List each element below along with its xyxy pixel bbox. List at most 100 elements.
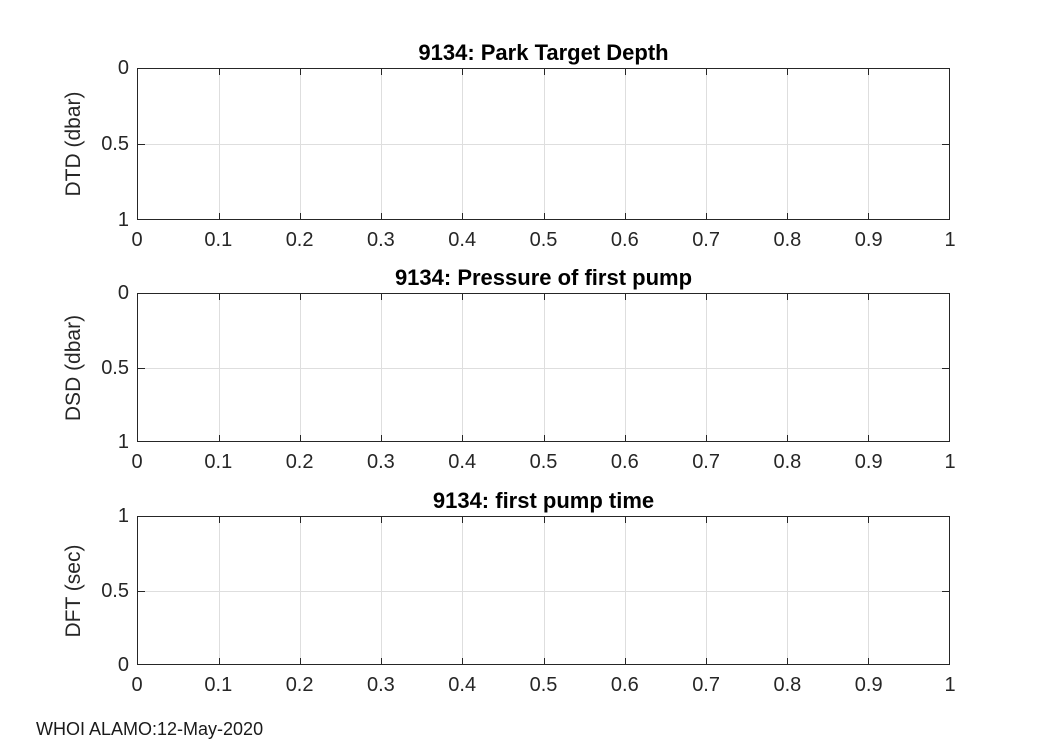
- x-tick-mark-top: [544, 517, 545, 523]
- x-tick-label: 0.4: [448, 451, 477, 473]
- x-tick-label: 0.2: [285, 229, 314, 251]
- x-tick-mark-bottom: [462, 658, 463, 664]
- gridline-vertical: [625, 517, 626, 664]
- x-tick-label: 0.8: [773, 674, 802, 696]
- x-tick-mark-bottom: [868, 213, 869, 219]
- gridline-vertical: [219, 517, 220, 664]
- x-tick-label: 0.7: [692, 451, 720, 473]
- x-tick-mark-top: [706, 517, 707, 523]
- x-tick-mark-bottom: [462, 435, 463, 441]
- x-tick-mark-bottom: [706, 658, 707, 664]
- x-tick-label: 0.2: [285, 451, 314, 473]
- x-tick-mark-top: [625, 69, 626, 75]
- gridline-vertical: [462, 294, 463, 441]
- x-tick-label: 0.4: [448, 229, 477, 251]
- x-tick-mark-bottom: [787, 435, 788, 441]
- x-tick-label: 1: [944, 451, 956, 473]
- x-tick-mark-bottom: [706, 213, 707, 219]
- x-tick-label: 0.1: [204, 229, 233, 251]
- x-tick-mark-top: [868, 517, 869, 523]
- y-tick-label: 0: [117, 282, 129, 304]
- x-tick-mark-top: [219, 69, 220, 75]
- x-tick-mark-top: [462, 69, 463, 75]
- gridline-vertical: [544, 517, 545, 664]
- y-tick-mark-left: [138, 368, 145, 369]
- x-tick-label: 0.4: [448, 674, 477, 696]
- y-tick-mark-right: [942, 368, 949, 369]
- y-tick-label: 1: [117, 505, 129, 527]
- x-tick-mark-bottom: [706, 435, 707, 441]
- x-tick-mark-top: [219, 517, 220, 523]
- x-tick-mark-bottom: [300, 658, 301, 664]
- gridline-horizontal: [138, 591, 949, 592]
- x-tick-label: 0.2: [285, 674, 314, 696]
- x-tick-label: 0: [131, 674, 143, 696]
- x-tick-label: 0.6: [610, 229, 639, 251]
- gridline-vertical: [787, 294, 788, 441]
- x-tick-label: 0.9: [854, 674, 883, 696]
- gridline-horizontal: [138, 144, 949, 145]
- x-tick-mark-top: [381, 517, 382, 523]
- x-tick-mark-bottom: [381, 435, 382, 441]
- x-tick-label: 0.3: [366, 229, 395, 251]
- gridline-vertical: [625, 294, 626, 441]
- x-tick-label: 0.3: [366, 451, 395, 473]
- x-tick-mark-bottom: [544, 658, 545, 664]
- x-tick-mark-top: [381, 69, 382, 75]
- y-tick-mark-left: [138, 591, 145, 592]
- y-tick-label: 0: [117, 654, 129, 676]
- gridline-horizontal: [138, 368, 949, 369]
- y-tick-label: 0: [117, 57, 129, 79]
- subplot-title: 9134: first pump time: [432, 488, 655, 513]
- x-tick-mark-bottom: [219, 658, 220, 664]
- gridline-vertical: [787, 517, 788, 664]
- x-tick-mark-top: [300, 69, 301, 75]
- y-tick-label: 1: [117, 209, 129, 231]
- x-tick-label: 0.8: [773, 229, 802, 251]
- x-tick-mark-bottom: [300, 435, 301, 441]
- x-tick-label: 0.7: [692, 229, 720, 251]
- gridline-vertical: [300, 517, 301, 664]
- x-tick-mark-top: [219, 294, 220, 300]
- x-tick-mark-top: [462, 517, 463, 523]
- x-tick-mark-top: [706, 294, 707, 300]
- gridline-vertical: [300, 294, 301, 441]
- x-tick-mark-top: [544, 294, 545, 300]
- x-tick-mark-top: [300, 517, 301, 523]
- x-tick-mark-top: [787, 294, 788, 300]
- x-tick-mark-top: [706, 69, 707, 75]
- figure-footer-text: WHOI ALAMO:12-May-2020: [36, 719, 264, 739]
- x-tick-mark-bottom: [625, 213, 626, 219]
- x-tick-label: 0: [131, 451, 143, 473]
- x-tick-mark-bottom: [462, 213, 463, 219]
- gridline-vertical: [381, 294, 382, 441]
- x-tick-mark-bottom: [381, 658, 382, 664]
- y-tick-mark-left: [138, 144, 145, 145]
- gridline-vertical: [706, 294, 707, 441]
- subplot-title: 9134: Pressure of first pump: [394, 265, 693, 290]
- x-tick-mark-bottom: [381, 213, 382, 219]
- x-tick-mark-bottom: [625, 435, 626, 441]
- x-tick-label: 0.5: [529, 451, 558, 473]
- gridline-vertical: [544, 294, 545, 441]
- y-tick-label: 0.5: [101, 356, 129, 379]
- x-tick-mark-bottom: [868, 435, 869, 441]
- x-tick-label: 0.3: [366, 674, 395, 696]
- x-tick-label: 0.1: [204, 451, 233, 473]
- x-tick-mark-bottom: [868, 658, 869, 664]
- x-tick-label: 0.6: [610, 451, 639, 473]
- gridline-vertical: [219, 294, 220, 441]
- x-tick-label: 0.9: [854, 451, 883, 473]
- x-tick-label: 0: [131, 229, 143, 251]
- x-tick-label: 0.1: [204, 674, 233, 696]
- gridline-vertical: [868, 294, 869, 441]
- y-tick-label: 0.5: [101, 133, 129, 155]
- x-tick-mark-top: [868, 69, 869, 75]
- y-tick-mark-right: [942, 144, 949, 145]
- gridline-vertical: [462, 517, 463, 664]
- x-tick-label: 0.8: [773, 451, 802, 473]
- plot-area: [137, 68, 950, 220]
- x-tick-label: 0.6: [610, 674, 639, 696]
- x-tick-mark-bottom: [300, 213, 301, 219]
